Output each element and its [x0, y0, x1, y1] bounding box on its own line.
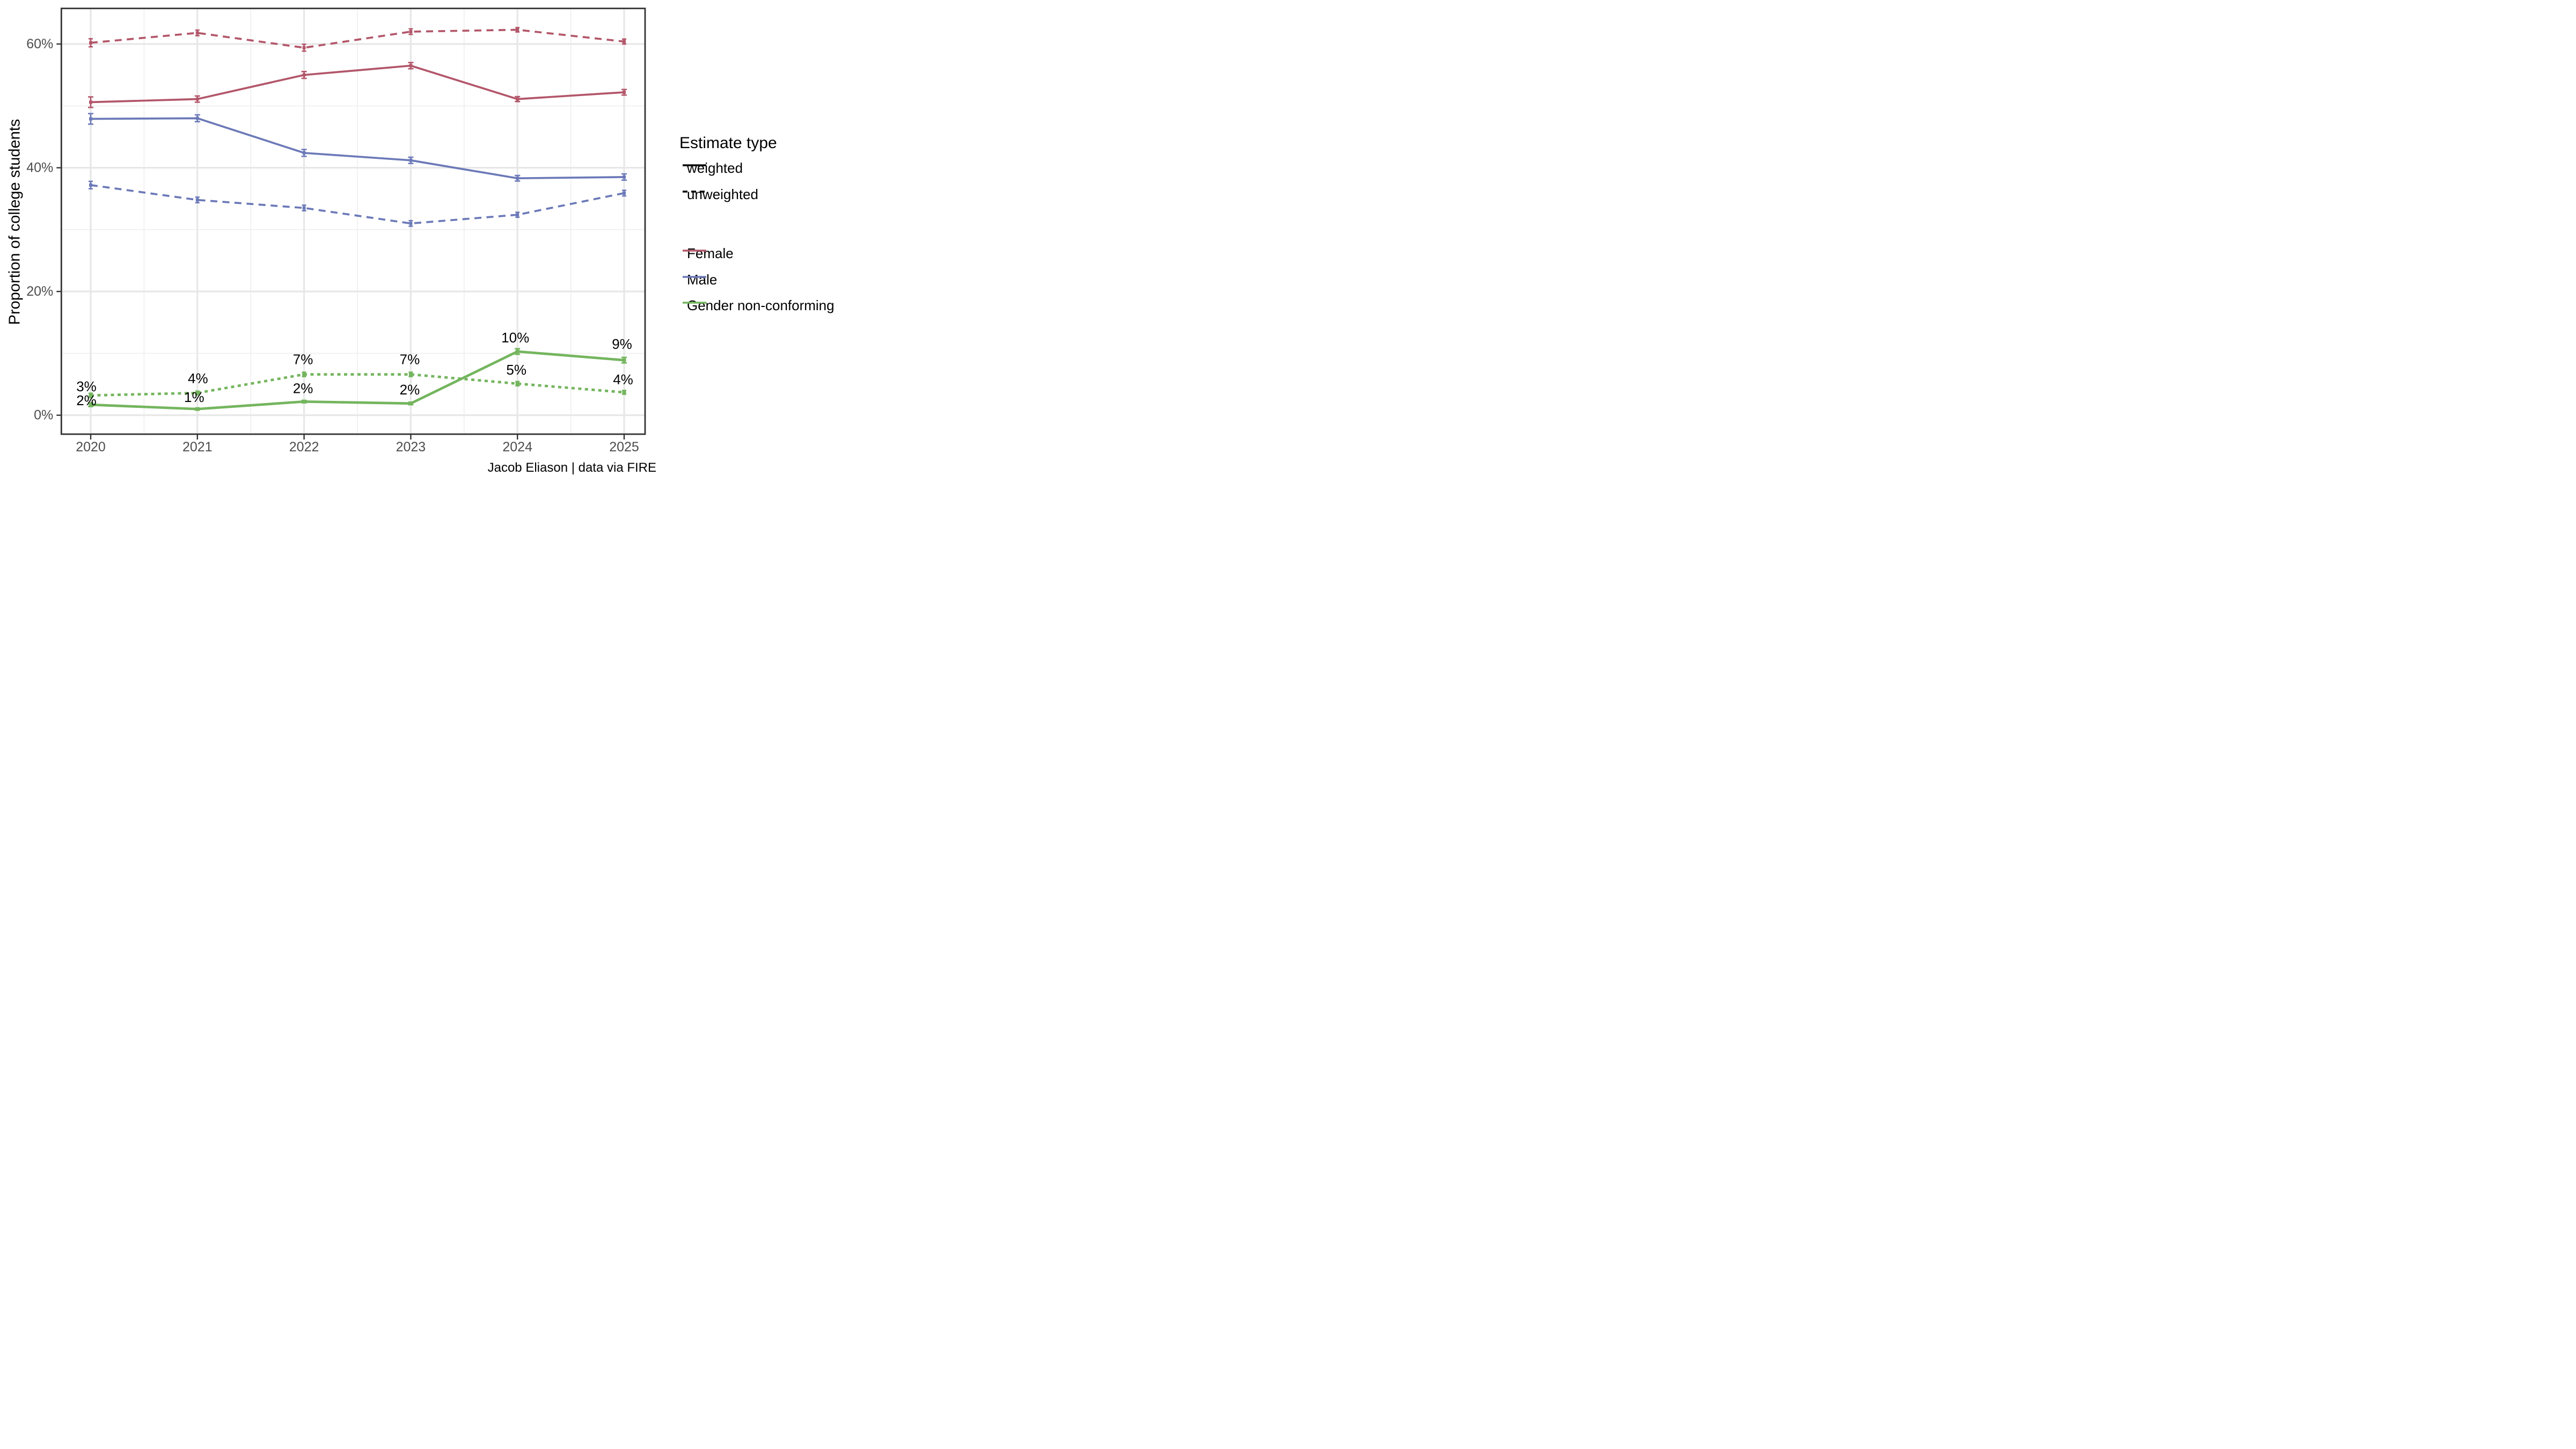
data-point — [515, 382, 519, 386]
legend-item-weighted: weighted — [679, 160, 743, 177]
legend-item-male: Male — [679, 272, 717, 288]
y-tick-label: 40% — [26, 160, 53, 175]
legend-item-label: Male — [687, 272, 718, 288]
data-point — [195, 97, 199, 101]
value-label: 4% — [188, 370, 208, 386]
value-label: 2% — [400, 382, 420, 398]
data-point — [89, 393, 93, 398]
y-tick-label: 20% — [26, 284, 53, 299]
data-point — [516, 177, 519, 180]
data-point — [195, 116, 199, 120]
series-line-male-weighted — [90, 117, 625, 180]
legend-item-label: Gender non-conforming — [687, 297, 835, 313]
legend-item-label: unweighted — [687, 186, 758, 202]
series-line-female-unweighted — [90, 28, 625, 49]
female-color-key-icon — [683, 250, 706, 252]
legend-item-label: Female — [687, 245, 734, 261]
value-label: 1% — [184, 389, 204, 405]
solid-line-key-icon — [683, 164, 706, 166]
x-tick-label: 2024 — [502, 440, 532, 455]
y-axis-title: Proportion of college students — [6, 119, 24, 325]
chart-figure: 2020 2021 2022 2023 2024 2025 0% 20% 40% 60% 3% 2% 4… — [0, 0, 859, 483]
data-point — [195, 391, 200, 395]
series-gnc-unweighted — [89, 371, 626, 399]
data-point — [409, 64, 413, 68]
value-label: 10% — [501, 330, 529, 346]
value-label: 9% — [612, 336, 632, 352]
line-chart: 2020 2021 2022 2023 2024 20250%20%40%60%3%2%4… — [26, 8, 646, 455]
data-point — [408, 372, 413, 377]
value-label: 7% — [400, 352, 420, 368]
data-point — [302, 399, 306, 404]
series-line-gnc-unweighted — [90, 373, 625, 397]
data-point — [89, 402, 93, 407]
data-point — [302, 151, 306, 155]
data-point — [516, 213, 519, 217]
data-point — [623, 175, 626, 179]
legend-item-unweighted: unweighted — [679, 186, 758, 203]
data-point — [89, 100, 92, 104]
x-tick-label: 2023 — [396, 440, 426, 455]
legend-item-gender-non-conforming: Gender non-conforming — [679, 297, 835, 314]
value-label: 7% — [293, 352, 313, 368]
value-label: 3% — [76, 378, 97, 394]
value-label: 4% — [613, 371, 633, 387]
data-point — [409, 158, 413, 162]
data-point — [623, 191, 626, 195]
data-point — [195, 31, 199, 35]
series-line-gnc-weighted — [90, 350, 625, 411]
data-point — [409, 222, 413, 225]
panel-border — [60, 8, 646, 435]
data-point — [302, 372, 306, 377]
data-point — [515, 349, 519, 354]
data-point — [408, 401, 413, 406]
series-gnc-weighted — [88, 348, 627, 411]
y-tick-label: 0% — [34, 408, 53, 423]
legend-item-female: Female — [679, 245, 734, 262]
x-tick-label: 2021 — [182, 440, 213, 455]
data-point — [516, 28, 519, 32]
series-male-unweighted — [89, 180, 626, 227]
x-tick-label: 2020 — [76, 440, 106, 455]
data-point — [516, 97, 519, 101]
male-color-key-icon — [683, 276, 706, 278]
data-point — [195, 407, 200, 411]
data-point — [89, 41, 92, 45]
value-label: 2% — [293, 380, 313, 396]
data-point — [622, 358, 626, 362]
value-label: 2% — [76, 392, 97, 408]
y-tick-label: 60% — [26, 36, 53, 52]
data-point — [302, 73, 306, 77]
dashed-line-key-icon — [683, 191, 706, 193]
chart-caption: Jacob Eliason | data via FIRE — [487, 460, 656, 475]
series-male-weighted — [88, 113, 627, 182]
x-tick-label: 2025 — [609, 440, 639, 455]
value-label: 5% — [506, 362, 526, 378]
data-point — [622, 390, 626, 394]
series-line-male-unweighted — [90, 184, 625, 225]
data-point — [409, 30, 413, 33]
gnc-color-key-icon — [683, 302, 706, 304]
series-line-female-weighted — [90, 64, 625, 104]
data-point — [623, 90, 626, 94]
series-female-unweighted — [89, 27, 626, 52]
data-point — [195, 198, 199, 202]
data-point — [623, 40, 626, 43]
data-point — [89, 183, 92, 187]
data-point — [302, 46, 306, 49]
series-female-weighted — [88, 62, 627, 108]
legend-title: Estimate type — [679, 134, 777, 152]
x-tick-label: 2022 — [289, 440, 319, 455]
legend-item-label: weighted — [687, 160, 743, 176]
data-point — [89, 117, 92, 121]
data-point — [302, 206, 306, 210]
